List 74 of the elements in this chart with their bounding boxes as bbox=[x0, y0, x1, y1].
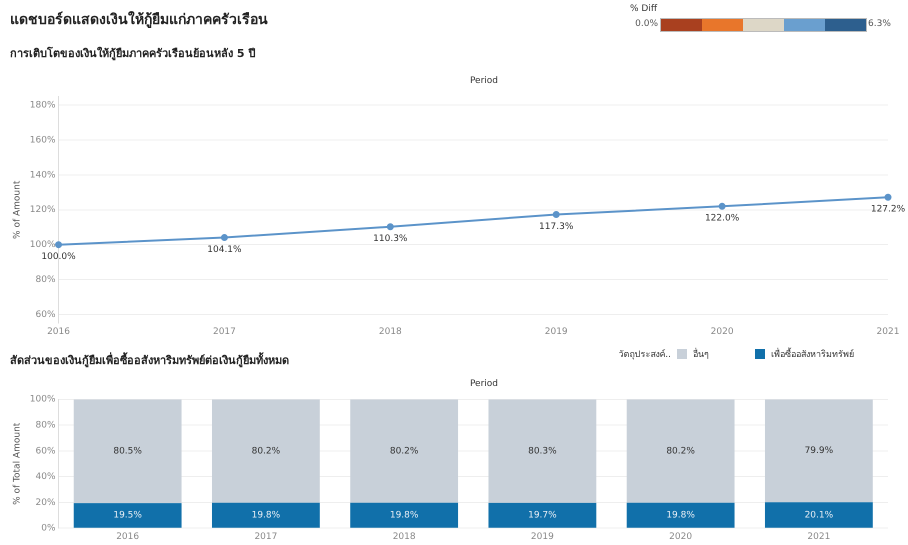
data-label: 19.8% bbox=[252, 510, 281, 521]
x-tick-label: 2021 bbox=[807, 532, 830, 542]
y-tick-label: 180% bbox=[30, 100, 56, 110]
bar bbox=[350, 502, 458, 528]
legend-label: เพื่อซื้ออสังหาริมทรัพย์ bbox=[771, 347, 854, 361]
y-tick-label: 60% bbox=[36, 310, 56, 320]
text: 0.0% bbox=[634, 19, 658, 29]
data-label: 19.8% bbox=[390, 510, 419, 521]
legend-title: วัตถุประสงค์.. bbox=[618, 348, 671, 361]
x-tick-label: 2019 bbox=[530, 532, 554, 542]
data-label: 117.3% bbox=[539, 222, 574, 232]
data-label: 79.9% bbox=[804, 446, 834, 456]
data-label: 19.7% bbox=[528, 510, 558, 521]
point bbox=[884, 194, 892, 201]
data-label: 20.1% bbox=[804, 510, 834, 520]
bar bbox=[764, 399, 873, 502]
bar bbox=[488, 399, 596, 503]
color-bar-title: % Diff bbox=[630, 4, 658, 14]
y-tick-label: 120% bbox=[30, 205, 56, 216]
data-label: 110.3% bbox=[373, 234, 408, 244]
y-axis-title: % of Total Amount bbox=[12, 422, 23, 505]
text: 6.3% bbox=[868, 19, 891, 29]
y-tick-label: 20% bbox=[36, 498, 56, 508]
point bbox=[220, 234, 228, 242]
data-label: 80.2% bbox=[666, 446, 696, 456]
y-tick-label: 80% bbox=[36, 420, 56, 431]
x-tick-label: 2021 bbox=[876, 326, 900, 337]
bar bbox=[212, 399, 320, 503]
x-tick-label: 2017 bbox=[212, 326, 236, 337]
y-tick-label: 100% bbox=[30, 240, 56, 250]
data-label: 80.5% bbox=[113, 446, 142, 457]
y-axis-title: % of Amount bbox=[12, 180, 23, 239]
bar bbox=[74, 399, 182, 504]
y-tick-label: 40% bbox=[36, 472, 56, 482]
bar bbox=[350, 399, 458, 503]
data-label: 80.2% bbox=[252, 446, 281, 456]
chart-subtitle: การเติบโตของเงินให้กู้ยืมภาคครัวเรือนย้อนหลัง 5 ปี bbox=[10, 46, 256, 62]
y-tick-label: 140% bbox=[30, 170, 56, 180]
x-tick-label: 2020 bbox=[669, 532, 692, 542]
data-label: 127.2% bbox=[870, 204, 906, 215]
data-label: 19.8% bbox=[666, 510, 696, 521]
x-tick-label: 2020 bbox=[710, 326, 734, 337]
x-tick-label: 2019 bbox=[544, 326, 568, 337]
y-tick-label: 100% bbox=[30, 394, 56, 405]
x-tick-label: 2016 bbox=[116, 532, 140, 542]
x-axis-title: Period bbox=[468, 76, 500, 86]
bar bbox=[626, 502, 735, 528]
x-tick-label: 2016 bbox=[47, 326, 70, 337]
y-tick-label: 80% bbox=[36, 274, 56, 285]
point bbox=[718, 202, 726, 210]
x-tick-label: 2018 bbox=[378, 326, 402, 337]
point bbox=[55, 241, 62, 248]
data-label: 19.5% bbox=[113, 510, 142, 521]
point bbox=[386, 223, 394, 230]
y-tick-label: 160% bbox=[30, 135, 56, 146]
bar bbox=[212, 502, 320, 528]
legend-label: อื่นๆ bbox=[693, 347, 709, 361]
bar bbox=[626, 399, 735, 503]
bar bbox=[764, 502, 873, 528]
x-tick-label: 2018 bbox=[392, 532, 416, 542]
y-tick-label: 60% bbox=[36, 446, 56, 456]
chart-title: แดชบอร์ดแสดงเงินให้กู้ยืมแก่ภาคครัวเรือน bbox=[10, 10, 268, 30]
x-axis-title: Period bbox=[468, 379, 500, 389]
bar bbox=[488, 502, 596, 528]
data-label: 104.1% bbox=[207, 244, 242, 255]
chart-title: สัดส่วนของเงินกู้ยืมเพื่อซื้ออสังหาริมทรัพย์ต่อเงินกู้ยืมทั้งหมด bbox=[10, 351, 289, 369]
bar bbox=[74, 503, 182, 528]
data-label: 122.0% bbox=[704, 214, 740, 224]
data-label: 80.2% bbox=[390, 446, 419, 456]
y-tick-label: 0% bbox=[41, 524, 56, 534]
point bbox=[552, 211, 560, 218]
x-tick-label: 2017 bbox=[254, 532, 278, 542]
data-label: 80.3% bbox=[528, 446, 558, 456]
data-label: 100.0% bbox=[41, 252, 76, 262]
